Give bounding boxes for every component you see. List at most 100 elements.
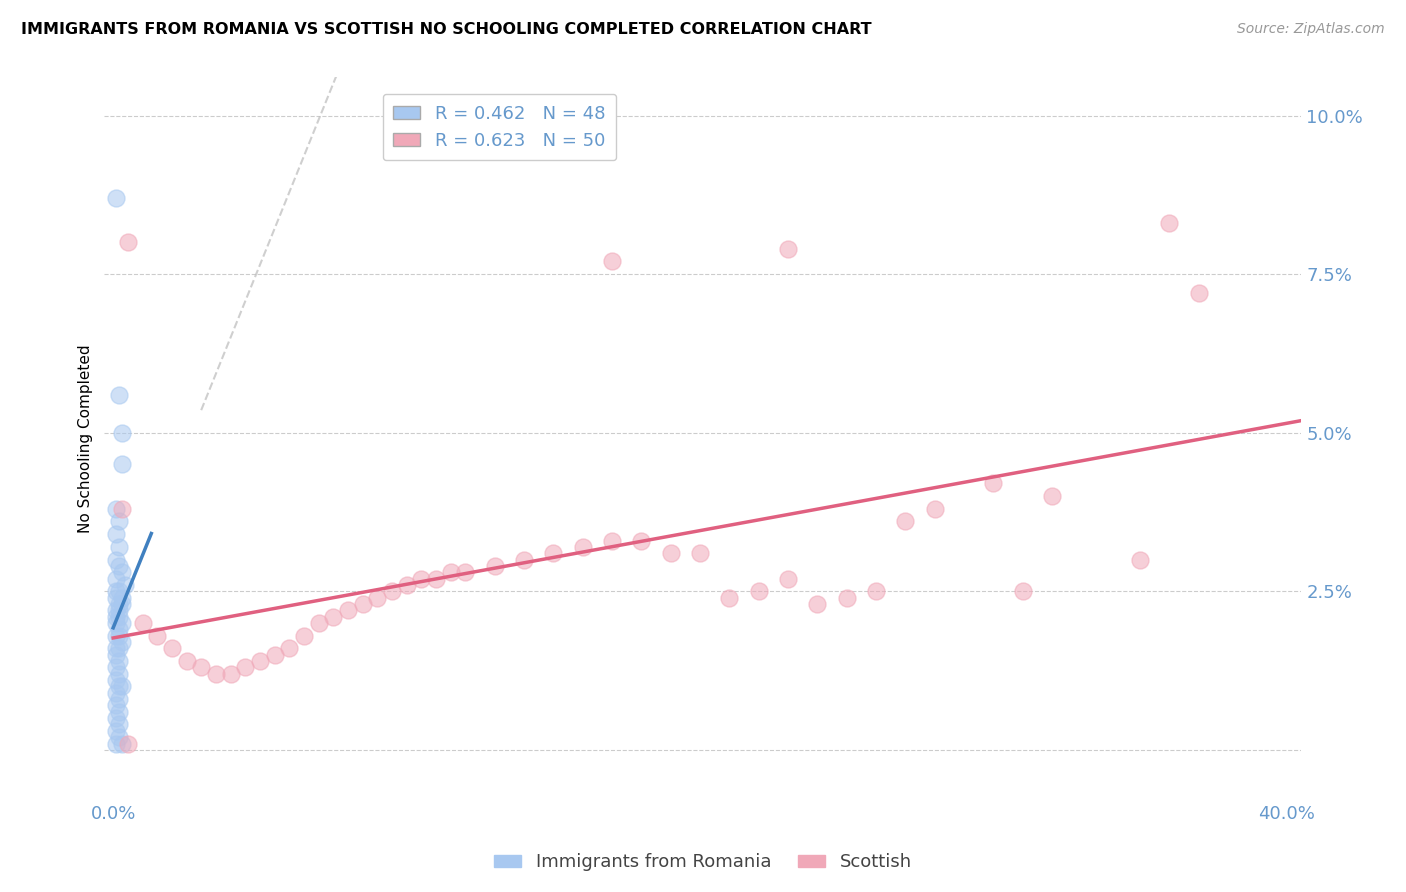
Point (105, 527, 128, 541)
Point (131, 615, 153, 630)
Point (308, 615, 330, 630)
Point (108, 603, 131, 617)
Point (454, 566, 477, 580)
Point (117, 235, 139, 250)
Point (105, 584, 128, 599)
Point (105, 673, 128, 687)
Point (263, 648, 285, 662)
Point (111, 566, 134, 580)
Point (718, 591, 741, 605)
Point (108, 641, 131, 656)
Point (111, 597, 134, 611)
Point (541, 546, 564, 560)
Point (352, 597, 374, 611)
Point (689, 546, 711, 560)
Point (190, 660, 212, 674)
Point (117, 737, 139, 751)
Point (105, 698, 128, 713)
Point (105, 552, 128, 566)
Point (108, 705, 131, 719)
Point (105, 629, 128, 643)
Point (105, 737, 128, 751)
Point (322, 609, 344, 624)
Legend: Immigrants from Romania, Scottish: Immigrants from Romania, Scottish (486, 847, 920, 879)
Point (108, 717, 131, 731)
Point (176, 654, 198, 668)
Point (425, 572, 447, 586)
Point (111, 591, 134, 605)
Point (108, 584, 131, 599)
Point (894, 515, 917, 529)
Point (111, 635, 134, 649)
Point (108, 597, 131, 611)
Point (111, 615, 134, 630)
Point (108, 680, 131, 694)
Point (105, 609, 128, 624)
Point (105, 648, 128, 662)
Point (108, 515, 131, 529)
Point (249, 654, 271, 668)
Point (108, 558, 131, 573)
Point (806, 597, 828, 611)
Point (108, 623, 131, 637)
Point (278, 641, 301, 656)
Point (105, 641, 128, 656)
Point (105, 615, 128, 630)
Point (292, 629, 315, 643)
Point (105, 723, 128, 738)
Point (105, 591, 128, 605)
Point (111, 737, 134, 751)
Point (600, 533, 623, 548)
Point (105, 572, 128, 586)
Point (513, 552, 536, 566)
Y-axis label: No Schooling Completed: No Schooling Completed (79, 344, 93, 533)
Text: Source: ZipAtlas.com: Source: ZipAtlas.com (1237, 22, 1385, 37)
Point (1159, 216, 1181, 230)
Point (336, 603, 359, 617)
Point (439, 566, 461, 580)
Point (205, 666, 228, 681)
Point (111, 425, 134, 440)
Point (776, 242, 799, 256)
Point (160, 641, 183, 656)
Point (105, 191, 128, 205)
Point (111, 680, 134, 694)
Point (366, 591, 388, 605)
Point (924, 501, 946, 516)
Point (1040, 489, 1063, 503)
Point (1187, 286, 1209, 301)
Point (108, 654, 131, 668)
Point (108, 540, 131, 554)
Point (108, 629, 131, 643)
Text: IMMIGRANTS FROM ROMANIA VS SCOTTISH NO SCHOOLING COMPLETED CORRELATION CHART: IMMIGRANTS FROM ROMANIA VS SCOTTISH NO S… (21, 22, 872, 37)
Point (865, 584, 887, 599)
Point (776, 572, 799, 586)
Point (630, 533, 652, 548)
Point (219, 666, 242, 681)
Point (108, 730, 131, 744)
Point (105, 660, 128, 674)
Point (835, 591, 858, 605)
Point (105, 603, 128, 617)
Point (981, 476, 1004, 491)
Point (600, 254, 623, 268)
Point (395, 578, 418, 592)
Point (105, 686, 128, 700)
Point (484, 558, 506, 573)
Point (1129, 552, 1152, 566)
Point (108, 609, 131, 624)
Point (659, 546, 682, 560)
Point (411, 572, 433, 586)
Legend: R = 0.462   N = 48, R = 0.623   N = 50: R = 0.462 N = 48, R = 0.623 N = 50 (382, 94, 616, 161)
Point (105, 501, 128, 516)
Point (111, 458, 134, 472)
Point (111, 501, 134, 516)
Point (748, 584, 770, 599)
Point (114, 578, 136, 592)
Point (146, 629, 169, 643)
Point (233, 660, 256, 674)
Point (108, 692, 131, 706)
Point (108, 666, 131, 681)
Point (571, 540, 593, 554)
Point (105, 711, 128, 725)
